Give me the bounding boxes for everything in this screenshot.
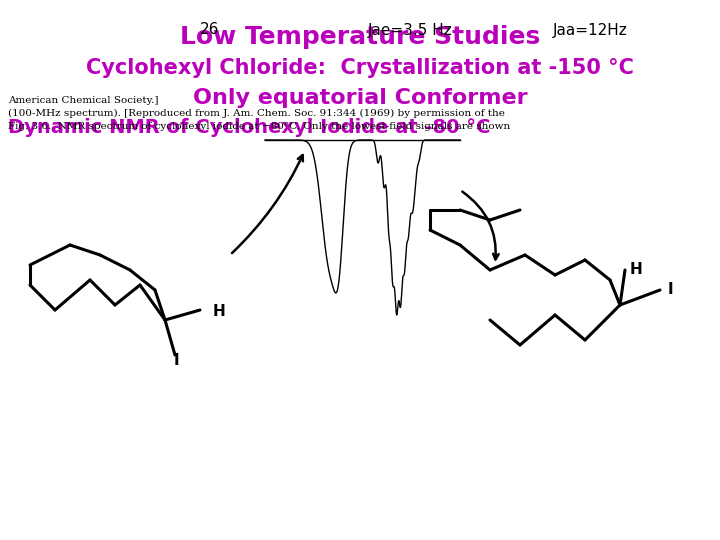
Text: (100-MHz spectrum). [Reproduced from J. Am. Chem. Soc. 91:344 (1969) by permissi: (100-MHz spectrum). [Reproduced from J. … [8,109,505,118]
Text: Dynamic NMR of Cyclohexyl Iodide at -80 °C: Dynamic NMR of Cyclohexyl Iodide at -80 … [8,118,490,137]
Text: I: I [668,282,674,298]
Text: Jaa=12Hz: Jaa=12Hz [553,23,627,37]
Text: Only equatorial Conformer: Only equatorial Conformer [193,88,527,108]
Text: H: H [630,262,643,277]
Text: American Chemical Society.]: American Chemical Society.] [8,96,158,105]
Text: Low Temperature Studies: Low Temperature Studies [180,25,540,49]
Text: Fig. 3.6.  NMR spectrum of cyclohexyl iodide at −80°C. Only the lowest-field sig: Fig. 3.6. NMR spectrum of cyclohexyl iod… [8,122,510,131]
Text: Cyclohexyl Chloride:  Crystallization at -150 °C: Cyclohexyl Chloride: Crystallization at … [86,58,634,78]
Text: H: H [213,305,226,320]
Text: I: I [174,353,179,368]
Text: 26: 26 [200,23,220,37]
Text: Jae=3.5 Hz: Jae=3.5 Hz [368,23,452,37]
